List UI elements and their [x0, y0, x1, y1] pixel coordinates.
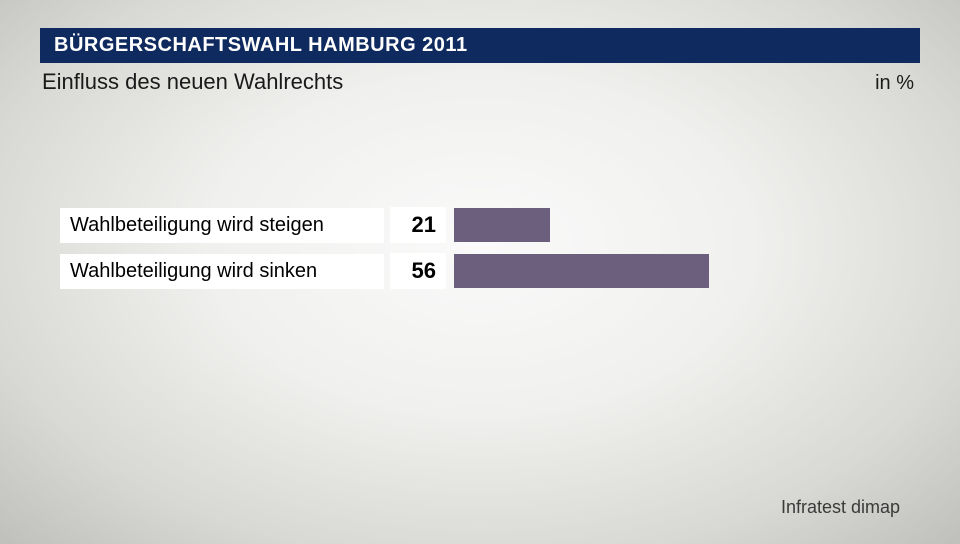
chart-container: BÜRGERSCHAFTSWAHL HAMBURG 2011 Einfluss … [0, 0, 960, 544]
row-value: 21 [390, 207, 446, 243]
bar-fill [454, 208, 550, 242]
header-bar: BÜRGERSCHAFTSWAHL HAMBURG 2011 [40, 28, 920, 63]
unit-label: in % [875, 72, 914, 95]
row-label: Wahlbeteiligung wird sinken [60, 254, 384, 289]
bar-track [454, 208, 910, 242]
chart-row: Wahlbeteiligung wird sinken 56 [60, 251, 910, 291]
header-title: BÜRGERSCHAFTSWAHL HAMBURG 2011 [54, 34, 468, 56]
chart-subtitle: Einfluss des neuen Wahlrechts [42, 69, 343, 95]
bar-fill [454, 254, 709, 288]
source-attribution: Infratest dimap [781, 497, 900, 518]
chart-row: Wahlbeteiligung wird steigen 21 [60, 205, 910, 245]
bar-track [454, 254, 910, 288]
subtitle-row: Einfluss des neuen Wahlrechts in % [40, 67, 920, 95]
row-label: Wahlbeteiligung wird steigen [60, 208, 384, 243]
chart-area: Wahlbeteiligung wird steigen 21 Wahlbete… [40, 205, 920, 291]
row-value: 56 [390, 253, 446, 289]
